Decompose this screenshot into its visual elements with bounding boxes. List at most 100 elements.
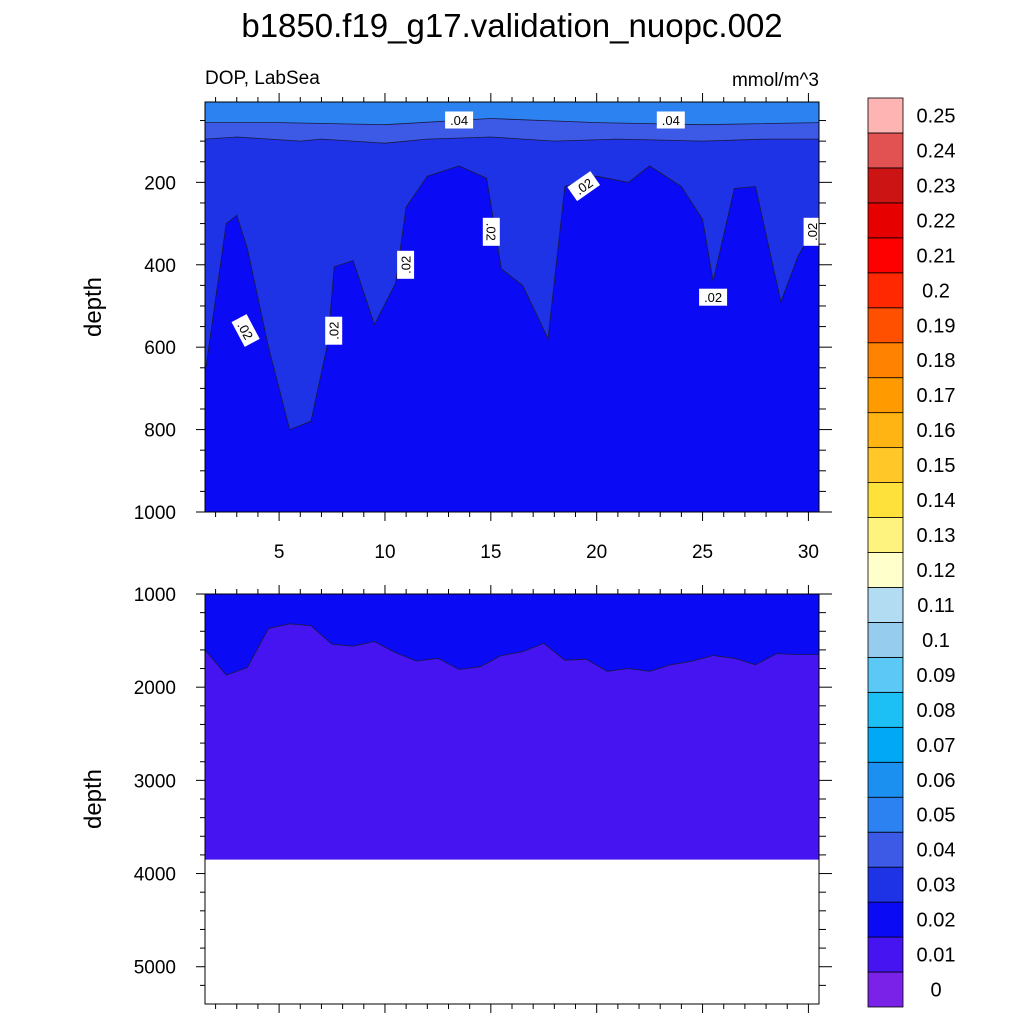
contour-label-text: .04: [662, 113, 680, 128]
upper-panel-fills: [205, 102, 819, 512]
lower-y-label: depth: [80, 769, 107, 829]
colorbar-swatch: [867, 167, 904, 204]
colorbar-label: 0.15: [917, 455, 956, 477]
y-tick-label: 4000: [134, 865, 176, 886]
colorbar-swatch: [867, 831, 904, 868]
colorbar-label: 0.14: [917, 490, 956, 512]
contour-label-box: [325, 316, 343, 345]
upper-axis-ticks: 5 10 15 20 25 30 200 400 600 800 1000: [134, 93, 832, 563]
x-tick-label: 5: [274, 542, 285, 563]
contour-label: .02: [397, 250, 415, 279]
contour-line-03: [205, 136, 819, 144]
colorbar-swatch: [867, 342, 904, 379]
contour-label-box: [803, 217, 821, 246]
colorbar-label: 0.2: [922, 280, 950, 302]
contour-label: .04: [445, 111, 474, 129]
contour-labels: .04 .04 .02 .02 .02 .02 .02 .02 .02: [231, 111, 821, 347]
contour-label-text: .02: [704, 290, 722, 305]
contour-label-box: [231, 314, 260, 347]
colorbar-label: 0.02: [917, 910, 956, 932]
contour-label: .02: [567, 171, 601, 202]
upper-y-label: depth: [80, 277, 107, 337]
colorbar-label: 0.03: [917, 875, 956, 897]
contour-label-box: [397, 250, 415, 279]
contour-label-text: .02: [327, 322, 342, 340]
colorbar-label: 0.17: [917, 385, 956, 407]
colorbar-swatch: [867, 936, 904, 973]
colorbar-label: 0.13: [917, 525, 956, 547]
colorbar-swatch: [867, 132, 904, 169]
y-tick-label: 200: [144, 173, 176, 194]
contour-label-text: .02: [399, 256, 414, 274]
colorbar-swatch: [867, 796, 904, 833]
colorbar-swatch: [867, 761, 904, 798]
contour-label: .02: [231, 314, 260, 347]
colorbar-swatch: [867, 901, 904, 938]
colorbar-label: 0.08: [917, 700, 956, 722]
colorbar-swatch: [867, 517, 904, 553]
y-tick-label: 400: [144, 256, 176, 277]
colorbar-swatch: [867, 202, 904, 239]
colorbar-label: 0.21: [917, 245, 956, 267]
colorbar-label: 0.22: [917, 210, 956, 232]
colorbar-label: 0.06: [917, 770, 956, 792]
colorbar-swatch: [867, 482, 904, 518]
contour-label-box: [482, 217, 500, 246]
colorbar-label: 0.25: [917, 106, 956, 128]
colorbar-label: 0.05: [917, 805, 956, 827]
colorbar-swatch: [867, 587, 904, 623]
colorbar-swatch: [867, 622, 904, 658]
chart-title: b1850.f19_g17.validation_nuopc.002: [241, 7, 782, 44]
y-tick-label: 1000: [134, 503, 176, 524]
colorbar-label: 0.1: [922, 630, 950, 652]
lower-axis-ticks: 1000 2000 3000 4000 5000: [134, 585, 832, 1013]
colorbar-label: 0.04: [917, 840, 956, 862]
x-tick-label: 15: [480, 542, 501, 563]
colorbar-label: 0: [930, 980, 941, 1002]
colorbar-label: 0.19: [917, 315, 956, 337]
colorbar-swatch: [867, 866, 904, 903]
contour-label-text: .02: [805, 223, 820, 241]
contour-label-text: .02: [483, 223, 498, 241]
colorbar-label: 0.16: [917, 420, 956, 442]
colorbar-swatch: [867, 412, 904, 449]
colorbar-label: 0.24: [917, 140, 956, 162]
contour-label-text: .02: [234, 319, 256, 342]
contour-label-box: [699, 288, 728, 306]
colorbar-swatch: [867, 447, 904, 483]
colorbar-swatch: [867, 237, 904, 274]
x-tick-label: 20: [586, 542, 607, 563]
contour-label: .02: [482, 217, 500, 246]
contour-label: .02: [325, 316, 343, 345]
colorbar-swatch: [867, 377, 904, 414]
contour-label-text: .04: [450, 113, 468, 128]
colorbar-label: 0.07: [917, 735, 956, 757]
colorbar-swatch: [867, 272, 904, 309]
colorbar-swatch: [867, 691, 904, 728]
y-tick-label: 800: [144, 421, 176, 442]
upper-units-string: mmol/m^3: [732, 70, 819, 91]
colorbar-label: 0.23: [917, 175, 956, 197]
colorbar: 0 0.01 0.02 0.03 0.04 0.05 0.06 0.07 0.08 0.09 0.1…: [867, 97, 956, 1008]
contour-label: .04: [656, 111, 685, 129]
contour-label-box: [445, 111, 474, 129]
colorbar-label: 0.12: [917, 560, 956, 582]
colorbar-label: 0.18: [917, 350, 956, 372]
contour-label-box: [656, 111, 685, 129]
contour-label-box: [567, 171, 601, 202]
colorbar-label: 0.11: [917, 595, 954, 617]
y-tick-label: 5000: [134, 958, 176, 979]
contour-line-01: [205, 623, 819, 676]
contour-label: .02: [803, 217, 821, 246]
colorbar-label: 0.09: [917, 665, 956, 687]
colorbar-swatch: [867, 656, 904, 693]
colorbar-swatch: [867, 97, 904, 134]
colorbar-swatch: [867, 726, 904, 763]
x-tick-label: 10: [374, 542, 395, 563]
band-01-02-fill: [205, 165, 819, 512]
colorbar-label: 0.01: [917, 945, 956, 967]
colorbar-swatch: [867, 552, 904, 588]
y-tick-label: 600: [144, 338, 176, 359]
contour-line-04: [205, 118, 819, 126]
